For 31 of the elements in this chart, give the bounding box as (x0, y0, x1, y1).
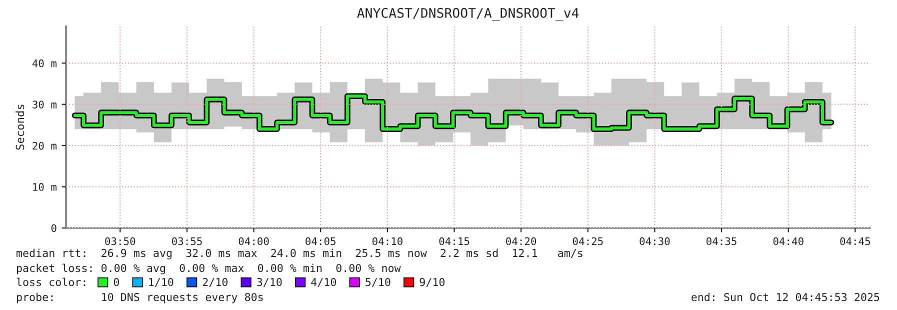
legend-label: 0 (114, 278, 119, 286)
legend-label: 9/10 (420, 278, 445, 288)
y-tick-label: 20 m (32, 142, 56, 150)
text: packet loss: 0.00 % avg 0.00 % max 0.00 % min 0.00 % now (17, 264, 401, 274)
x-tick-label: 04:40 (773, 237, 804, 246)
x-tick-label: 04:00 (238, 237, 269, 246)
x-tick-label: 04:30 (640, 237, 670, 246)
y-axis-title: Seconds (16, 104, 24, 150)
legend-label: 1/10 (149, 278, 174, 288)
text: end: Sun Oct 12 04:45:53 2025 (692, 292, 880, 302)
legend-label: 3/10 (257, 278, 282, 288)
x-tick-label: 04:20 (506, 237, 536, 246)
legend-label: 5/10 (366, 278, 390, 288)
text: median rtt: 26.9 ms avg 32.0 ms max 24.0 ms min 25.5 ms now 2.2 ms sd 12.1 am/s (16, 248, 582, 260)
x-tick-label: 04:45 (840, 237, 870, 246)
x-tick-label: 04:05 (306, 237, 336, 246)
y-tick-label: 10 m (33, 183, 56, 191)
x-tick-label: 04:25 (572, 237, 603, 246)
x-tick-label: 04:15 (439, 237, 470, 246)
y-tick-label: 0 (51, 224, 56, 232)
y-tick-label: 40 m (32, 59, 56, 68)
x-tick-label: 04:35 (706, 237, 736, 246)
legend-title: loss color: (16, 278, 86, 286)
x-tick-label: 03:50 (105, 237, 136, 246)
x-tick-label: 04:10 (372, 237, 402, 246)
legend-label: 2/10 (202, 278, 228, 288)
y-tick-label: 30 m (32, 100, 56, 108)
x-tick-label: 03:55 (172, 237, 202, 246)
chart-title: ANYCAST/DNSROOT/A_DNSROOT_v4 (357, 8, 579, 21)
text: probe: 10 DNS requests every 80s (17, 292, 263, 304)
legend-label: 4/10 (311, 278, 336, 288)
